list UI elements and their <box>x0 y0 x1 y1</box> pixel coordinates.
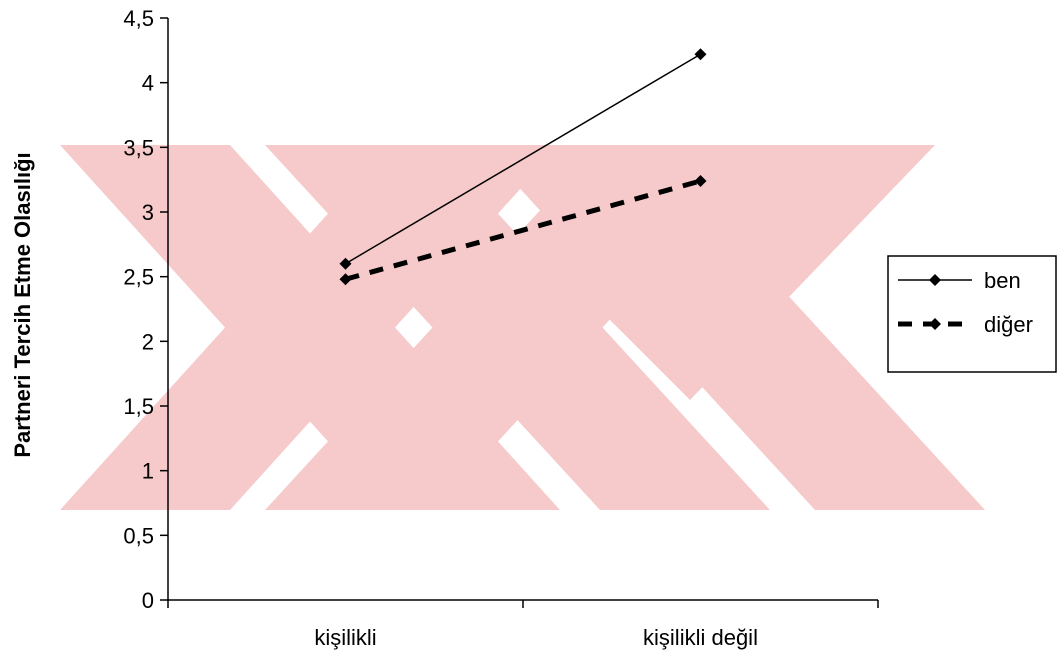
data-point-diğer <box>339 273 352 286</box>
data-point-ben <box>339 257 352 270</box>
y-tick-label: 2 <box>142 329 154 354</box>
watermark-stripe <box>605 145 935 400</box>
y-tick-label: 1 <box>142 459 154 484</box>
data-point-diğer <box>694 174 707 187</box>
y-tick-label: 0 <box>142 588 154 613</box>
x-ticks: kişilikli kişilikli değil <box>167 600 879 650</box>
legend-marker-diğer <box>929 318 941 330</box>
x-category-label: kişilikli <box>314 625 376 650</box>
legend-box <box>887 255 1057 373</box>
y-tick-label: 3,5 <box>123 135 154 160</box>
y-tick-label: 4,5 <box>123 6 154 31</box>
data-point-ben <box>694 48 707 61</box>
watermark <box>60 145 985 510</box>
y-tick-label: 3 <box>142 200 154 225</box>
series-layer <box>339 48 707 286</box>
y-tick-label: 1,5 <box>123 394 154 419</box>
x-category-label: kişilikli değil <box>643 625 758 650</box>
legend-label-ben: ben <box>984 268 1021 293</box>
y-tick-label: 0,5 <box>123 523 154 548</box>
legend: ben diğer <box>887 255 1057 373</box>
series-line-ben <box>345 53 701 265</box>
legend-label-diğer: diğer <box>984 312 1033 337</box>
y-axis-title: Partneri Tercih Etme Olasılığı <box>10 152 35 457</box>
y-tick-label: 2,5 <box>123 265 154 290</box>
y-tick-label: 4 <box>142 71 154 96</box>
series-line-diğer <box>344 178 702 282</box>
y-ticks: 0 0,5 1 1,5 2 2,5 3 3,5 4 4,5 <box>123 6 168 613</box>
legend-marker-ben <box>929 274 941 286</box>
